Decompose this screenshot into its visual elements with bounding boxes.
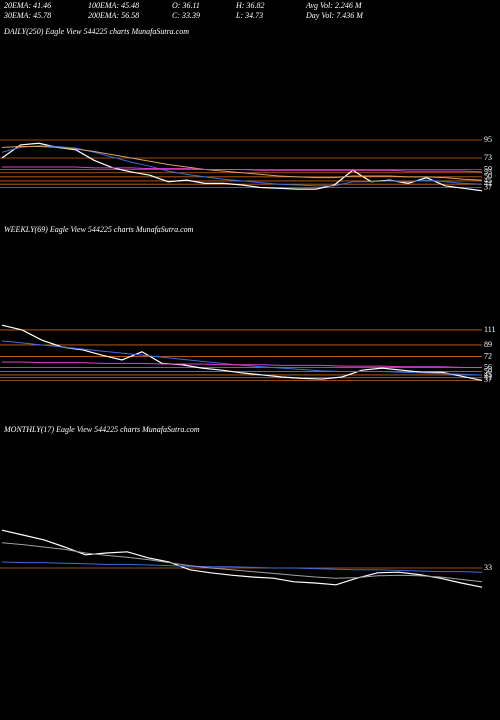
header-stat: 200EMA: 56.58 — [88, 11, 139, 20]
y-tick-label: 33 — [484, 563, 492, 572]
y-tick-label: 41 — [484, 179, 492, 188]
header-stat: L: 34.73 — [235, 11, 263, 20]
y-tick-label: 50 — [484, 366, 492, 375]
panel-title: MONTHLY(17) Eagle View 544225 charts Mun… — [3, 425, 200, 434]
y-tick-label: 72 — [484, 351, 492, 360]
header-stat: C: 33.39 — [172, 11, 200, 20]
y-tick-label: 55 — [484, 168, 492, 177]
y-tick-label: 95 — [484, 135, 492, 144]
y-tick-label: 45 — [484, 370, 492, 379]
series-line — [2, 361, 482, 368]
series-line — [2, 166, 483, 173]
header-stat: Day Vol: 7.436 M — [305, 11, 364, 20]
y-tick-label: 45 — [484, 176, 492, 185]
panel-title: WEEKLY(69) Eagle View 544225 charts Muna… — [4, 225, 194, 234]
header-stat: Avg Vol: 2.246 M — [305, 1, 363, 10]
series-line — [1, 542, 483, 583]
series-line — [1, 145, 483, 187]
y-tick-label: 89 — [484, 340, 492, 349]
y-tick-label: 111 — [484, 325, 495, 334]
panel-title: DAILY(250) Eagle View 544225 charts Muna… — [3, 27, 189, 36]
y-tick-label: 37 — [484, 182, 492, 191]
series-line — [1, 340, 483, 376]
y-tick-label: 37 — [484, 375, 492, 384]
series-line — [1, 561, 483, 573]
header-stat: O: 36.11 — [172, 1, 200, 10]
header-stat: 100EMA: 45.48 — [88, 1, 139, 10]
y-tick-label: 59 — [484, 164, 492, 173]
series-line — [1, 529, 483, 588]
y-tick-label: 56 — [484, 362, 492, 371]
series-line — [1, 146, 483, 181]
y-tick-label: 41 — [484, 373, 492, 382]
y-tick-label: 73 — [484, 153, 492, 162]
header-stat: H: 36.82 — [235, 1, 264, 10]
series-line — [1, 324, 483, 381]
header-stat: 20EMA: 41.46 — [4, 1, 51, 10]
series-line — [1, 142, 483, 192]
y-tick-label: 50 — [484, 172, 492, 181]
header-stat: 30EMA: 45.78 — [3, 11, 51, 20]
